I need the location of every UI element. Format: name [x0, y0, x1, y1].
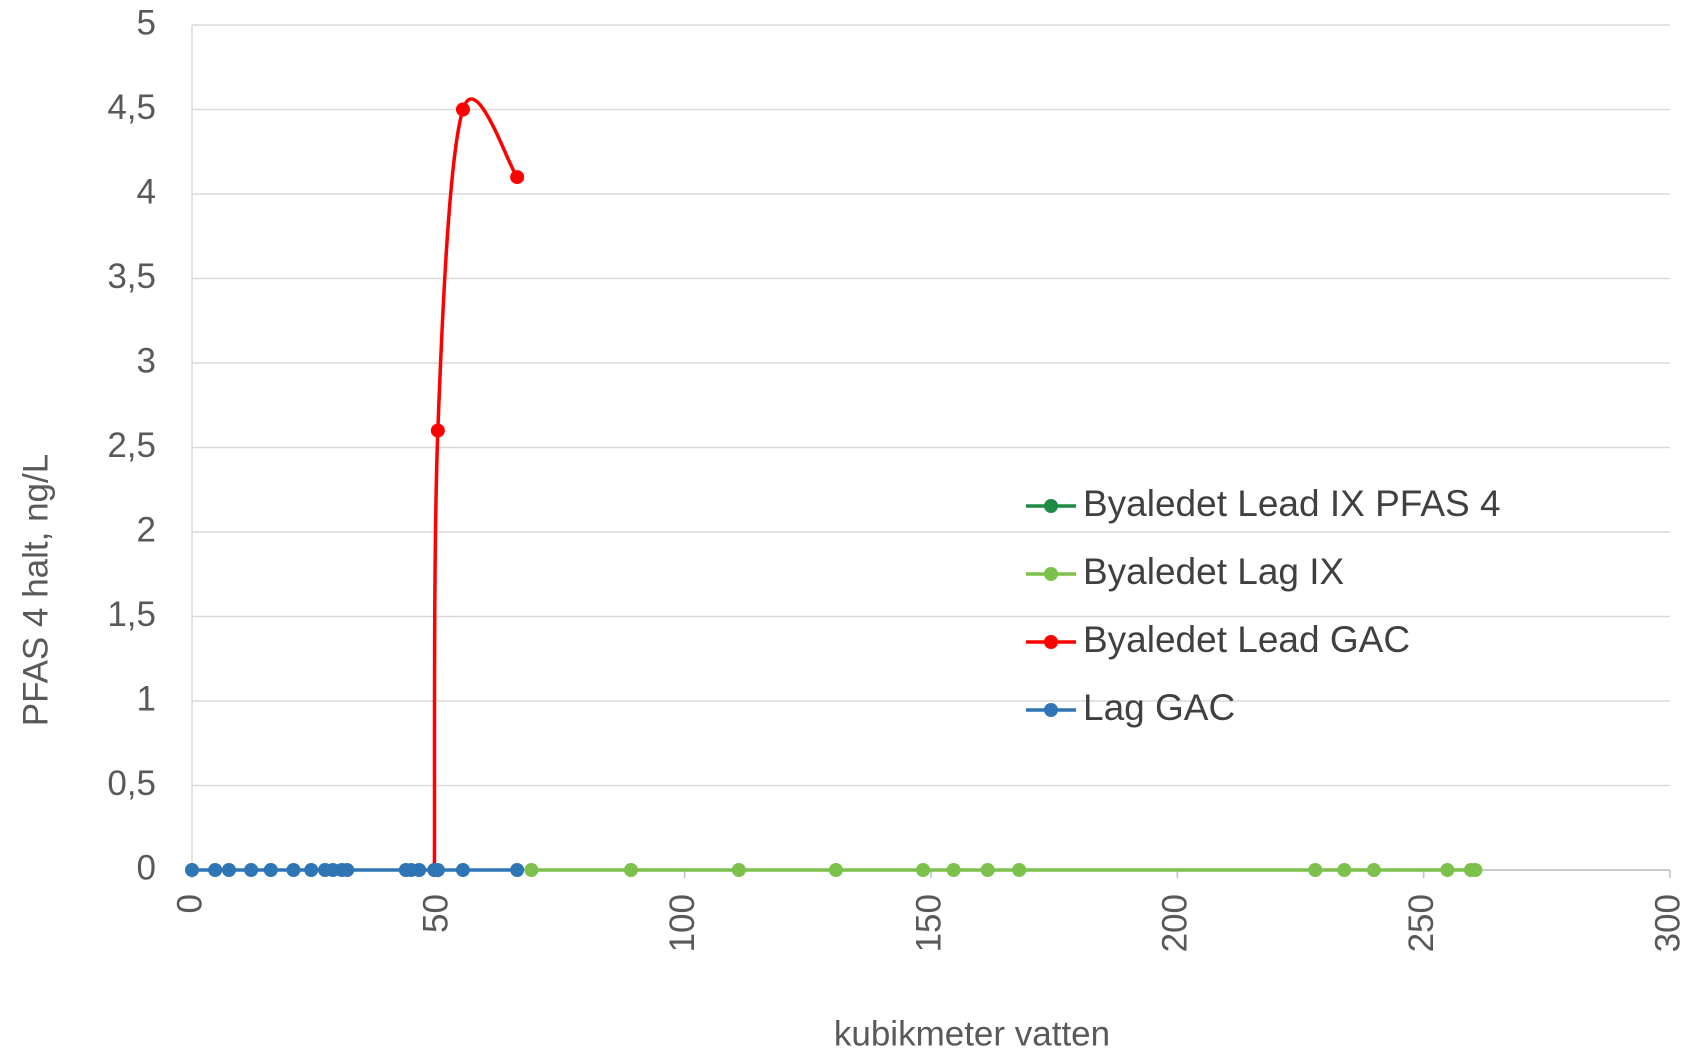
data-point [430, 863, 445, 877]
y-axis-title: PFAS 4 halt, ng/L [16, 454, 55, 726]
series-line [432, 97, 519, 871]
x-tick-label: 300 [1648, 894, 1687, 952]
x-tick-label: 100 [663, 894, 702, 952]
x-tick-label: 50 [417, 894, 456, 933]
data-point [731, 863, 746, 877]
data-point [1012, 863, 1027, 877]
legend-label: Lag GAC [1083, 687, 1235, 728]
x-tick-label: 250 [1402, 894, 1441, 952]
data-point [1366, 863, 1381, 877]
legend-marker [1044, 703, 1058, 717]
data-point [430, 423, 445, 438]
legend-label: Byaledet Lead GAC [1083, 619, 1410, 660]
y-tick-label: 3,5 [107, 257, 156, 296]
legend-label: Byaledet Lead IX PFAS 4 [1083, 483, 1501, 524]
legend-label: Byaledet Lag IX [1083, 551, 1344, 592]
x-tick-label: 150 [909, 894, 948, 952]
data-point [1308, 863, 1323, 877]
y-tick-label: 0 [137, 848, 156, 887]
data-point [1337, 863, 1352, 877]
y-tick-label: 2,5 [107, 426, 156, 465]
data-point [916, 863, 931, 877]
data-point [828, 863, 843, 877]
data-point [304, 863, 319, 877]
data-point [524, 863, 539, 877]
x-tick-label: 0 [170, 894, 209, 913]
data-point [340, 863, 355, 877]
data-point [455, 863, 470, 877]
y-tick-label: 0,5 [107, 764, 156, 803]
data-point [286, 863, 301, 877]
data-point [455, 102, 470, 117]
data-point [185, 863, 199, 877]
data-point [244, 863, 259, 877]
data-point [510, 170, 525, 185]
legend-marker [1044, 567, 1058, 581]
x-tick-label: 200 [1156, 894, 1195, 952]
y-tick-label: 1 [137, 679, 156, 718]
y-tick-label: 1,5 [107, 595, 156, 634]
legend-marker [1044, 635, 1058, 649]
data-point [1440, 863, 1455, 877]
data-point [1468, 863, 1483, 877]
data-point [221, 863, 236, 877]
y-tick-label: 4,5 [107, 88, 156, 127]
data-point [946, 863, 961, 877]
data-point [510, 863, 525, 877]
legend-marker [1044, 499, 1058, 513]
data-point [263, 863, 278, 877]
y-tick-label: 3 [137, 341, 156, 380]
data-point [980, 863, 995, 877]
y-tick-label: 5 [137, 3, 156, 42]
y-tick-label: 4 [137, 172, 156, 211]
data-point [412, 863, 427, 877]
data-point [623, 863, 638, 877]
y-tick-label: 2 [137, 510, 156, 549]
data-point [208, 863, 223, 877]
x-axis-title: kubikmeter vatten [834, 1014, 1110, 1053]
